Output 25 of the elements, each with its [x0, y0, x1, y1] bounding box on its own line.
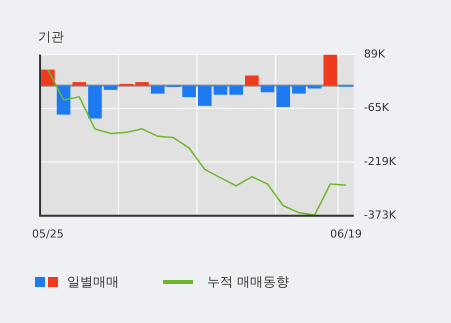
bar: [182, 86, 196, 98]
bar: [214, 86, 228, 95]
y-tick-label: -373K: [364, 208, 397, 222]
legend-label: 누적 매매동향: [207, 274, 290, 291]
bar: [104, 86, 118, 90]
bar: [88, 86, 102, 118]
bar: [72, 82, 86, 86]
bar: [323, 54, 338, 86]
bar: [150, 86, 165, 94]
x-tick-label: 06/19: [330, 227, 362, 240]
bar: [135, 82, 149, 86]
bar: [292, 86, 306, 94]
chart-title: 기관: [38, 29, 64, 46]
bar: [245, 76, 259, 86]
bar: [308, 86, 322, 88]
bar: [229, 86, 243, 95]
bar: [198, 86, 212, 106]
y-tick-label: -65K: [364, 101, 390, 114]
bar: [260, 86, 274, 92]
x-tick-label: 05/25: [32, 227, 64, 240]
y-tick-label: 89K: [364, 47, 386, 60]
legend-label: 일별매매: [67, 274, 119, 291]
bar: [56, 86, 70, 115]
bar: [276, 86, 290, 107]
y-tick-label: -219K: [364, 154, 397, 168]
